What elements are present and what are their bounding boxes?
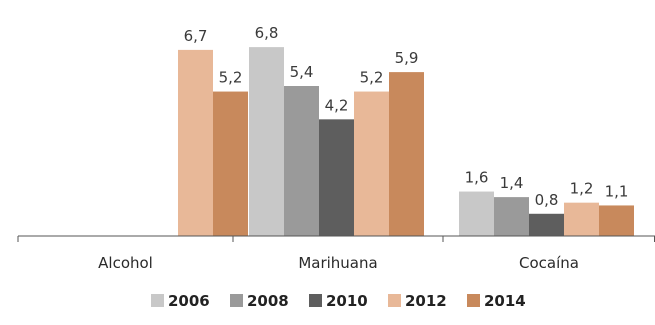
category-label-marihuana: Marihuana [298, 254, 377, 272]
legend-swatch-2008 [230, 294, 243, 307]
bar-marihuana-2006 [249, 47, 284, 236]
value-label-marihuana-2008: 5,4 [290, 63, 314, 81]
value-label-marihuana-2014: 5,9 [395, 49, 419, 67]
category-label-cocaína: Cocaína [519, 254, 579, 272]
value-labels-layer: 6,7 5,2 6,8 5,4 4,2 5,2 5,9 1,6 1,4 0,8 1,2 1,1 [184, 24, 629, 209]
bar-cocaína-2012 [564, 202, 599, 236]
value-label-cocaína-2006: 1,6 [465, 169, 489, 187]
bar-alcohol-2012 [178, 49, 213, 237]
legend-label-2008: 2008 [247, 292, 289, 310]
legend-swatch-2010 [309, 294, 322, 307]
bar-alcohol-2014 [213, 91, 248, 236]
legend-label-2012: 2012 [405, 292, 447, 310]
bar-cocaína-2006 [459, 191, 494, 236]
legend-swatch-2006 [151, 294, 164, 307]
value-label-marihuana-2006: 6,8 [255, 24, 279, 42]
category-labels-layer: Alcohol Marihuana Cocaína [98, 254, 579, 272]
bars-layer [178, 47, 634, 237]
bar-marihuana-2008 [284, 86, 319, 236]
value-label-cocaína-2008: 1,4 [500, 174, 524, 192]
x-axis [17, 235, 655, 242]
legend-label-2014: 2014 [484, 292, 526, 310]
value-label-alcohol-2014: 5,2 [219, 69, 243, 87]
legend-label-2010: 2010 [326, 292, 368, 310]
legend-swatch-2014 [467, 294, 480, 307]
value-label-alcohol-2012: 6,7 [184, 27, 208, 45]
value-label-marihuana-2012: 5,2 [360, 69, 384, 87]
value-label-marihuana-2010: 4,2 [325, 96, 349, 114]
value-label-cocaína-2012: 1,2 [570, 180, 594, 198]
legend-swatch-2012 [388, 294, 401, 307]
legend: 2006 2008 2010 2012 2014 [151, 292, 526, 310]
category-label-alcohol: Alcohol [98, 254, 153, 272]
value-label-cocaína-2014: 1,1 [605, 182, 629, 200]
bar-cocaína-2008 [494, 197, 529, 236]
bar-marihuana-2010 [319, 119, 354, 236]
bar-cocaína-2014 [599, 205, 634, 236]
bar-marihuana-2014 [389, 72, 424, 236]
legend-label-2006: 2006 [168, 292, 210, 310]
value-label-cocaína-2010: 0,8 [535, 191, 559, 209]
bar-cocaína-2010 [529, 213, 564, 236]
bar-marihuana-2012 [354, 91, 389, 236]
